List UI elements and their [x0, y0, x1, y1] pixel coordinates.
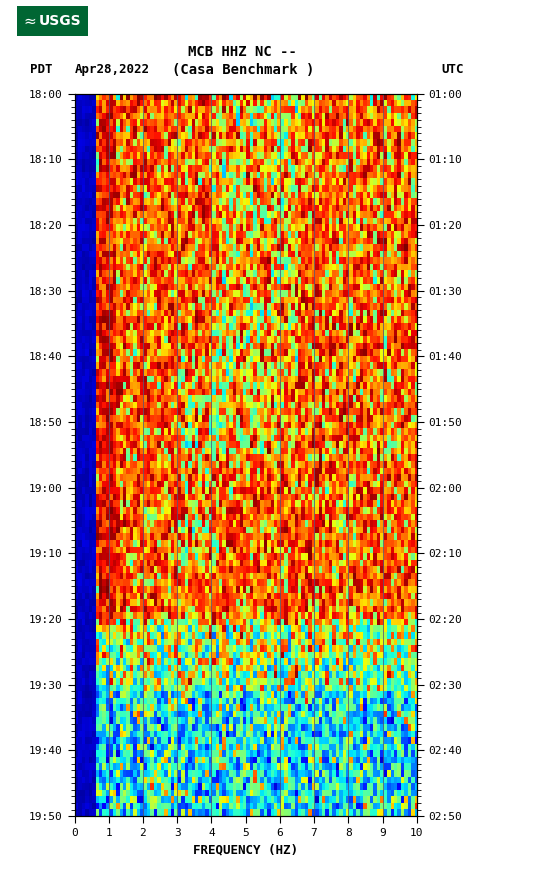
Text: ≈: ≈ — [23, 13, 36, 29]
Text: USGS: USGS — [38, 14, 81, 28]
Text: PDT: PDT — [30, 63, 53, 76]
Text: (Casa Benchmark ): (Casa Benchmark ) — [172, 62, 314, 77]
X-axis label: FREQUENCY (HZ): FREQUENCY (HZ) — [193, 844, 298, 856]
Text: UTC: UTC — [442, 63, 464, 76]
Text: MCB HHZ NC --: MCB HHZ NC -- — [188, 45, 298, 59]
Text: Apr28,2022: Apr28,2022 — [75, 63, 150, 76]
